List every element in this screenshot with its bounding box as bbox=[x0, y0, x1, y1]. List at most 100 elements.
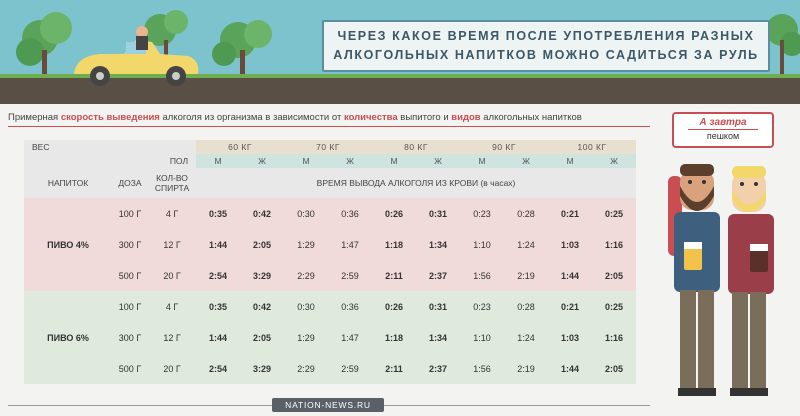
time-cell: 1:18 bbox=[372, 229, 417, 260]
time-cell: 2:05 bbox=[592, 353, 637, 384]
header-banner: ЧЕРЕЗ КАКОЕ ВРЕМЯ ПОСЛЕ УПОТРЕБЛЕНИЯ РАЗ… bbox=[0, 0, 800, 104]
subtitle-bold1: скорость выведения bbox=[60, 112, 160, 123]
headline: ЧЕРЕЗ КАКОЕ ВРЕМЯ ПОСЛЕ УПОТРЕБЛЕНИЯ РАЗ… bbox=[333, 27, 759, 65]
time-cell: 1:47 bbox=[328, 229, 373, 260]
time-cell: 1:34 bbox=[416, 229, 461, 260]
time-cell: 1:29 bbox=[284, 229, 329, 260]
time-cell: 0:36 bbox=[328, 198, 373, 229]
time-cell: 1:10 bbox=[460, 229, 505, 260]
time-header: ВРЕМЯ ВЫВОДА АЛКОГОЛЯ ИЗ КРОВИ (в часах) bbox=[196, 168, 637, 198]
time-cell: 1:56 bbox=[460, 260, 505, 291]
col-spirit-line1: КОЛ-ВО bbox=[156, 173, 188, 183]
time-cell: 1:44 bbox=[196, 322, 241, 353]
bubble-line-1: А завтра bbox=[699, 117, 747, 128]
time-cell: 2:37 bbox=[416, 353, 461, 384]
weight-header: 90 КГ bbox=[460, 140, 549, 154]
subtitle-underline bbox=[8, 126, 650, 127]
spirit-cell: 20 Г bbox=[148, 260, 197, 291]
time-cell: 0:30 bbox=[284, 291, 329, 322]
time-cell: 1:16 bbox=[592, 322, 637, 353]
weight-header: 70 КГ bbox=[284, 140, 373, 154]
time-cell: 0:26 bbox=[372, 291, 417, 322]
sex-male: М bbox=[372, 154, 417, 168]
time-cell: 1:24 bbox=[504, 229, 549, 260]
weight-label: ВЕС bbox=[24, 140, 197, 154]
time-cell: 1:47 bbox=[328, 322, 373, 353]
sex-female: Ж bbox=[504, 154, 549, 168]
time-cell: 2:54 bbox=[196, 260, 241, 291]
headline-line-2: АЛКОГОЛЬНЫХ НАПИТКОВ МОЖНО САДИТЬСЯ ЗА Р… bbox=[333, 48, 759, 62]
time-cell: 0:25 bbox=[592, 198, 637, 229]
time-cell: 1:34 bbox=[416, 322, 461, 353]
time-cell: 2:19 bbox=[504, 353, 549, 384]
spirit-cell: 4 Г bbox=[148, 198, 197, 229]
sex-female: Ж bbox=[416, 154, 461, 168]
dose-cell: 500 Г bbox=[112, 353, 148, 384]
subtitle-part4: алкогольных напитков bbox=[480, 112, 582, 123]
drink-name: ПИВО 6% bbox=[24, 291, 112, 384]
time-cell: 2:37 bbox=[416, 260, 461, 291]
time-cell: 2:59 bbox=[328, 260, 373, 291]
time-cell: 2:29 bbox=[284, 260, 329, 291]
sex-male: М bbox=[196, 154, 241, 168]
subtitle: Примерная скорость выведения алкоголя из… bbox=[8, 112, 582, 123]
dose-cell: 300 Г bbox=[112, 229, 148, 260]
sex-male: М bbox=[284, 154, 329, 168]
col-dose: ДОЗА bbox=[112, 168, 148, 198]
time-cell: 0:21 bbox=[548, 291, 593, 322]
time-cell: 0:36 bbox=[328, 291, 373, 322]
col-spirit-line2: СПИРТА bbox=[154, 183, 190, 193]
time-cell: 1:29 bbox=[284, 322, 329, 353]
weight-header: 60 КГ bbox=[196, 140, 285, 154]
time-cell: 2:05 bbox=[592, 260, 637, 291]
time-cell: 2:54 bbox=[196, 353, 241, 384]
time-cell: 1:44 bbox=[548, 353, 593, 384]
time-cell: 1:16 bbox=[592, 229, 637, 260]
table-row: 300 Г 12 Г 1:44 2:05 1:29 1:47 1:18 1:34 1:10 1:2… bbox=[24, 229, 637, 260]
weight-header: 80 КГ bbox=[372, 140, 461, 154]
time-cell: 2:19 bbox=[504, 260, 549, 291]
time-cell: 0:42 bbox=[240, 198, 285, 229]
col-drink: НАПИТОК bbox=[24, 168, 112, 198]
time-cell: 0:28 bbox=[504, 291, 549, 322]
table-row: 500 Г 20 Г 2:54 3:29 2:29 2:59 2:11 2:37 1:56 2:1… bbox=[24, 353, 637, 384]
dose-cell: 500 Г bbox=[112, 260, 148, 291]
subtitle-part1: Примерная bbox=[8, 112, 61, 123]
headline-line-1: ЧЕРЕЗ КАКОЕ ВРЕМЯ ПОСЛЕ УПОТРЕБЛЕНИЯ РАЗ… bbox=[337, 29, 755, 43]
time-cell: 3:29 bbox=[240, 260, 285, 291]
time-cell: 2:11 bbox=[372, 260, 417, 291]
time-cell: 1:10 bbox=[460, 322, 505, 353]
time-cell: 2:29 bbox=[284, 353, 329, 384]
sex-female: Ж bbox=[328, 154, 373, 168]
time-cell: 0:42 bbox=[240, 291, 285, 322]
col-spirit: КОЛ-ВО СПИРТА bbox=[148, 168, 197, 198]
time-cell: 3:29 bbox=[240, 353, 285, 384]
two-men-with-beer-illustration bbox=[668, 164, 774, 396]
trees-illustration bbox=[16, 10, 800, 80]
time-cell: 0:23 bbox=[460, 291, 505, 322]
time-cell: 0:31 bbox=[416, 198, 461, 229]
subtitle-bold3: видов bbox=[451, 112, 481, 123]
time-cell: 2:59 bbox=[328, 353, 373, 384]
dose-cell: 100 Г bbox=[112, 198, 148, 229]
time-cell: 1:03 bbox=[548, 229, 593, 260]
weight-header: 100 КГ bbox=[548, 140, 637, 154]
subtitle-part2: алкоголя из организма в зависимости от bbox=[159, 112, 344, 123]
subtitle-part3: выпитого и bbox=[397, 112, 452, 123]
time-cell: 1:18 bbox=[372, 322, 417, 353]
table-row: 500 Г 20 Г 2:54 3:29 2:29 2:59 2:11 2:37 1:56 2:1… bbox=[24, 260, 637, 291]
car-icon bbox=[74, 26, 199, 86]
time-cell: 1:03 bbox=[548, 322, 593, 353]
sex-label: ПОЛ bbox=[24, 154, 197, 168]
dose-cell: 300 Г bbox=[112, 322, 148, 353]
time-cell: 2:11 bbox=[372, 353, 417, 384]
time-cell: 0:35 bbox=[196, 291, 241, 322]
time-cell: 0:28 bbox=[504, 198, 549, 229]
spirit-cell: 12 Г bbox=[148, 229, 197, 260]
sex-male: М bbox=[460, 154, 505, 168]
drink-name: ПИВО 4% bbox=[24, 198, 112, 291]
sex-female: Ж bbox=[240, 154, 285, 168]
